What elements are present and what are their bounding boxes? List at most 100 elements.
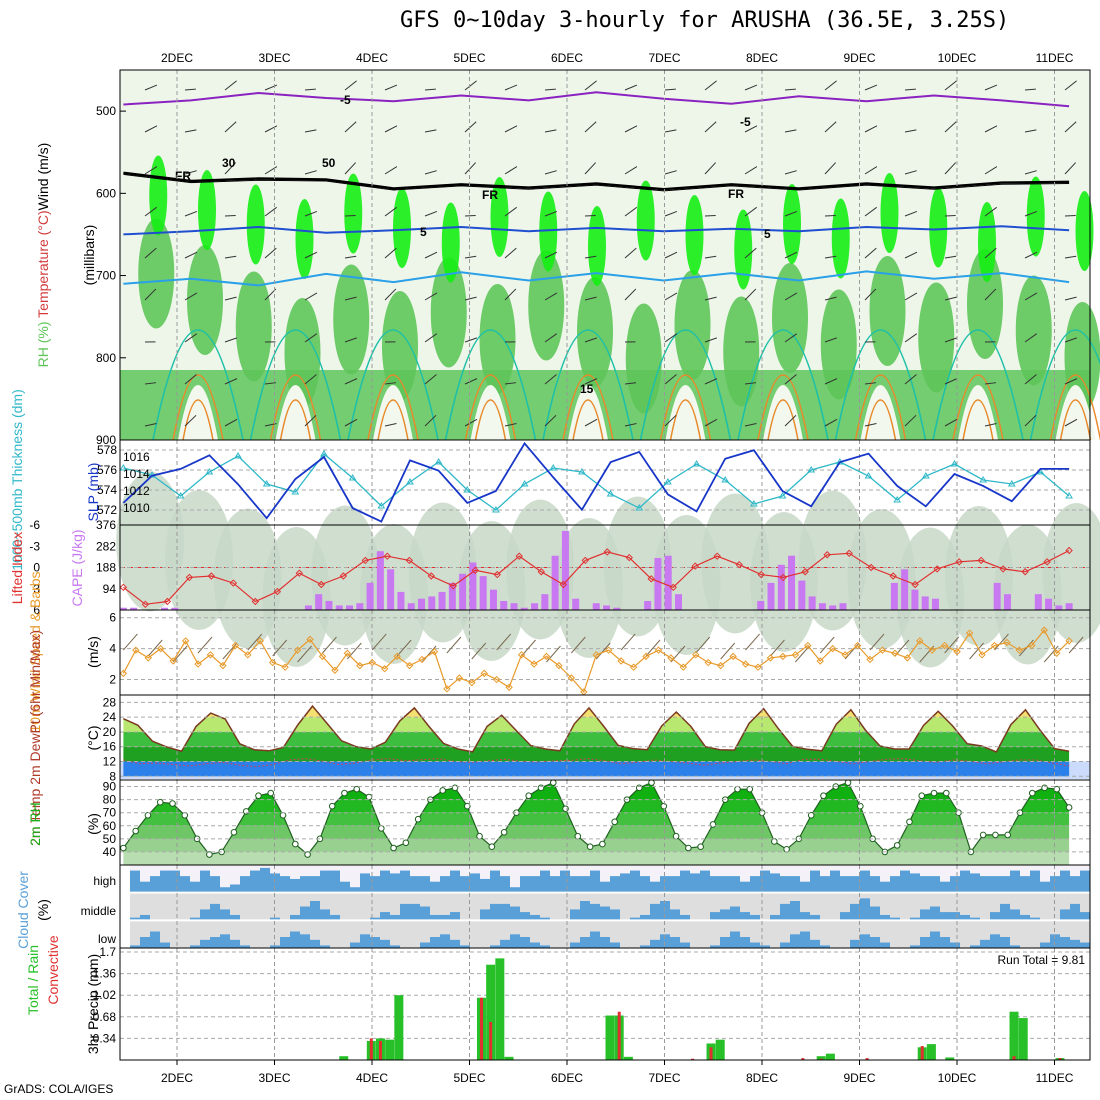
cloud-bar — [410, 903, 421, 921]
cloud-bar — [790, 900, 801, 921]
cloud-bar — [850, 876, 861, 893]
rh-shade — [783, 184, 801, 264]
date-label: 2DEC — [161, 1071, 193, 1085]
lifted-index-point — [955, 558, 963, 566]
cloud-bar — [250, 870, 261, 893]
cloud-bar — [870, 906, 881, 921]
cloud-clear — [340, 892, 351, 921]
wind-barb — [770, 639, 785, 657]
cloud-clear — [1040, 920, 1051, 943]
cloud-clear — [140, 865, 151, 882]
cloud-clear — [880, 892, 891, 915]
cloud-bar — [650, 939, 661, 948]
cloud-clear — [320, 920, 331, 946]
wind-barb — [184, 251, 198, 259]
cloud-bar — [240, 876, 251, 893]
cloud-clear — [960, 892, 971, 915]
wind-barb — [264, 247, 277, 259]
cloud-clear — [950, 892, 961, 913]
thickness-point — [176, 492, 185, 499]
cloud-clear — [940, 892, 951, 913]
cloud-clear — [450, 892, 461, 913]
cape-bar — [304, 605, 312, 610]
cloud-clear — [660, 892, 671, 901]
cloud-bar — [150, 876, 161, 893]
wind-barb — [544, 251, 558, 259]
wind-speed-point — [169, 657, 177, 665]
cloud-clear — [820, 920, 831, 946]
wind-speed-point — [853, 641, 862, 650]
cloud-bar — [290, 878, 301, 893]
cloud-bar — [530, 914, 541, 921]
wind-barb — [304, 333, 318, 343]
cloud-bar — [310, 900, 321, 921]
wind-barb — [824, 162, 837, 175]
cape-bar — [993, 582, 1001, 610]
wind-speed-point — [368, 658, 376, 667]
cloud-clear — [770, 920, 781, 948]
cloud-clear — [310, 892, 321, 901]
wind-barb — [464, 255, 477, 259]
wind-barb — [584, 418, 598, 427]
thickness-point — [606, 490, 615, 497]
cloud-bar — [230, 939, 241, 948]
cloud-clear — [440, 865, 451, 877]
cloud-bar — [1040, 942, 1051, 948]
wind-barb — [521, 639, 536, 657]
cloud-clear — [910, 920, 921, 946]
cloud-clear — [140, 892, 151, 915]
cloud-clear — [460, 920, 471, 946]
wind-speed-point — [455, 674, 464, 682]
isotherm-20 — [854, 374, 907, 441]
cloud-bar — [390, 914, 401, 921]
cloud-bar — [1010, 909, 1021, 921]
wind-speed-point — [380, 665, 389, 673]
tick-label: 0 — [33, 561, 40, 575]
tick-label: 700 — [96, 269, 116, 283]
wind-barb — [371, 633, 387, 651]
wind-barb — [584, 378, 598, 385]
cloud-clear — [390, 920, 401, 946]
wind-barb — [504, 423, 517, 427]
lifted-index-point — [1065, 546, 1073, 555]
date-label: 3DEC — [258, 1071, 290, 1085]
wind-barb — [322, 636, 337, 654]
cloud-clear — [800, 920, 811, 932]
cloud-bar — [130, 917, 141, 921]
precip-total-bar — [486, 964, 496, 1060]
cloud-clear — [360, 892, 371, 921]
cloud-bar — [780, 876, 791, 893]
wind-barb — [1064, 121, 1077, 133]
cloud-clear — [180, 920, 191, 948]
cloud-bar — [740, 912, 751, 921]
cloud-bar — [910, 917, 921, 921]
cloud-clear — [700, 920, 711, 948]
contour-label: FR — [728, 187, 744, 201]
cloud-clear — [590, 920, 601, 932]
wind-barb — [664, 292, 678, 301]
cloud-bar — [480, 878, 491, 893]
cloud-clear — [460, 892, 471, 921]
cloud-bar — [600, 881, 611, 893]
cloud-clear — [790, 892, 801, 901]
isotherm-25 — [474, 399, 507, 441]
cloud-clear — [620, 920, 631, 948]
cloud-bar — [670, 909, 681, 921]
precip-convective-bar — [920, 1046, 924, 1060]
date-label: 5DEC — [453, 1071, 485, 1085]
cape-bar — [1034, 594, 1042, 610]
cloud-clear — [920, 865, 931, 877]
cloud-clear — [400, 865, 411, 871]
cloud-clear — [990, 892, 1001, 913]
rh-shade — [869, 256, 906, 366]
cloud-clear — [980, 920, 991, 940]
cloud-bar — [350, 942, 361, 948]
thickness-point — [979, 476, 988, 483]
wind-barb — [504, 206, 517, 217]
cape-bar — [325, 600, 333, 610]
wind-speed-point — [356, 661, 364, 670]
wind-barb — [396, 639, 412, 657]
rh-point — [746, 785, 754, 793]
cloud-clear — [1060, 865, 1071, 871]
wind-barb — [1064, 214, 1076, 217]
